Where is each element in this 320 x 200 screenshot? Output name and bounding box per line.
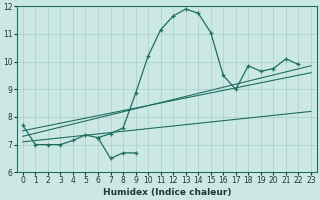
X-axis label: Humidex (Indice chaleur): Humidex (Indice chaleur) bbox=[103, 188, 231, 197]
